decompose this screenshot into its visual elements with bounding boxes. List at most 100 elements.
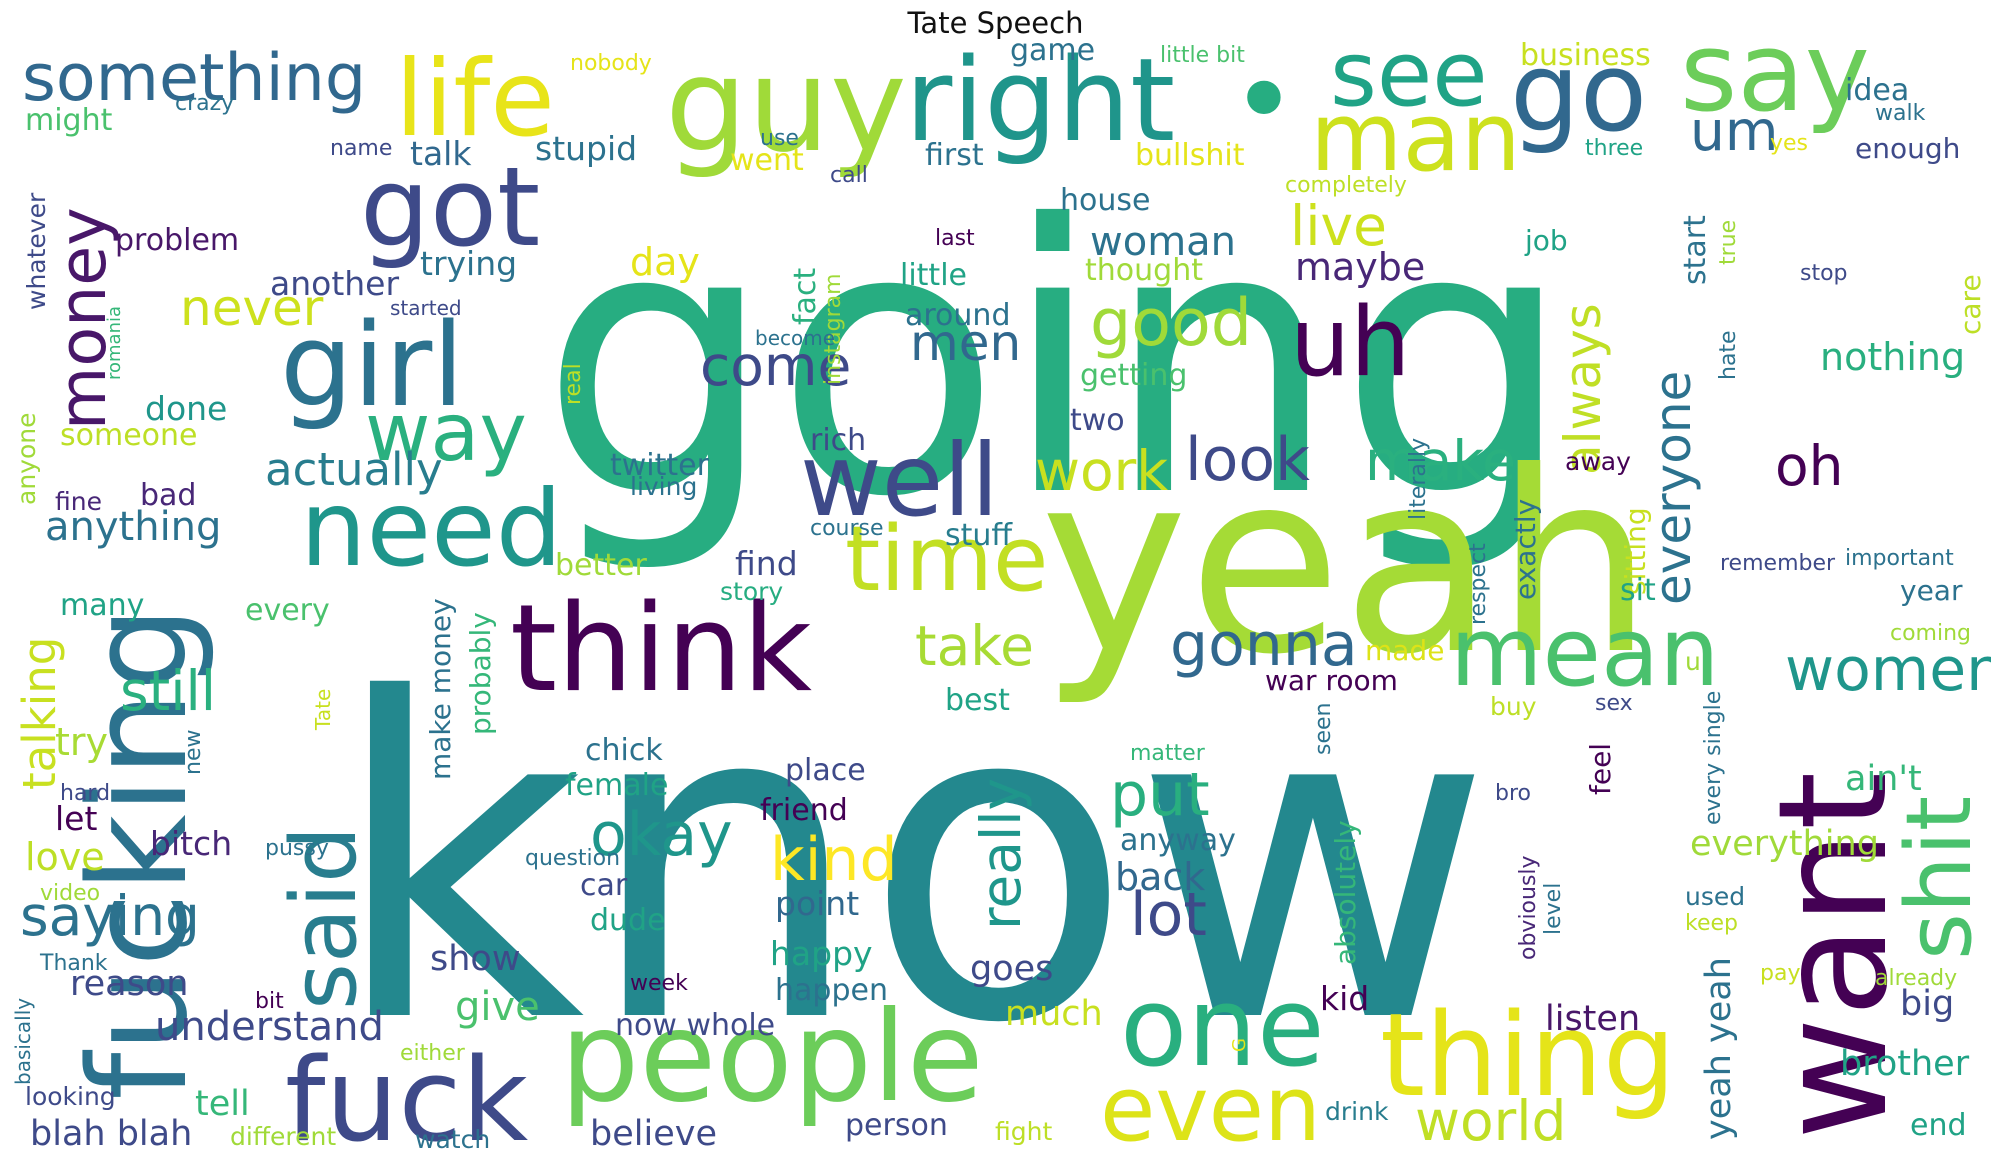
word-gonna: gonna bbox=[1170, 610, 1358, 680]
word-make: make bbox=[1365, 429, 1516, 493]
word-always: always bbox=[1554, 303, 1612, 475]
word-started: started bbox=[390, 296, 462, 320]
word-girl: girl bbox=[280, 299, 464, 433]
word-guy: guy bbox=[665, 29, 907, 181]
word-fine: fine bbox=[55, 487, 102, 516]
word-bro: bro bbox=[1495, 781, 1531, 806]
word-got: got bbox=[360, 143, 540, 271]
word-start: start bbox=[1678, 215, 1713, 285]
word-yeah-yeah: yeah yeah bbox=[1699, 957, 1739, 1140]
word-become: become bbox=[755, 326, 835, 350]
word-thank: Thank bbox=[39, 951, 108, 976]
word-last: last bbox=[935, 226, 975, 251]
word-everything: everything bbox=[1690, 824, 1879, 864]
word-everyone: everyone bbox=[1644, 371, 1702, 605]
word-someone: someone bbox=[60, 418, 198, 453]
word-fact: fact bbox=[788, 268, 823, 325]
word-talk: talk bbox=[410, 134, 472, 173]
word-oh: oh bbox=[1775, 434, 1844, 498]
word-pussy: pussy bbox=[265, 836, 329, 861]
word-twitter: twitter bbox=[610, 448, 710, 483]
word-female: female bbox=[565, 768, 668, 803]
word-week: week bbox=[630, 971, 688, 996]
word-yeah: yeah bbox=[1040, 418, 1653, 709]
word-make-money: make money bbox=[424, 598, 457, 780]
word-story: story bbox=[720, 577, 783, 606]
word-want: want bbox=[1747, 772, 1921, 1140]
word-goes: goes bbox=[970, 949, 1053, 989]
word-tate: Tate bbox=[311, 689, 335, 731]
word-important: important bbox=[1845, 546, 1954, 571]
word-really: really bbox=[969, 778, 1033, 930]
word-better: better bbox=[555, 548, 647, 583]
word-stop: stop bbox=[1800, 261, 1848, 286]
word-idea: idea bbox=[1845, 73, 1909, 108]
word-romania: romania bbox=[104, 306, 125, 380]
word-game: game bbox=[1010, 33, 1095, 68]
word-fight: fight bbox=[995, 1117, 1052, 1146]
word-went: went bbox=[730, 143, 804, 178]
word-already: already bbox=[1875, 966, 1957, 991]
word-war-room: war room bbox=[1265, 664, 1398, 697]
word-dot: • bbox=[1230, 34, 1298, 168]
word-best: best bbox=[945, 683, 1010, 718]
word-matter: matter bbox=[1130, 741, 1206, 766]
word-true: true bbox=[1716, 220, 1741, 265]
word-problem: problem bbox=[115, 223, 239, 258]
word-respect: respect bbox=[1466, 543, 1491, 625]
word-name: name bbox=[330, 136, 392, 161]
word-let: let bbox=[55, 799, 97, 838]
word-shit: shit bbox=[1887, 796, 1991, 960]
word-think: think bbox=[510, 580, 813, 719]
word-live: live bbox=[1290, 194, 1387, 258]
word-understand: understand bbox=[155, 1004, 384, 1050]
word-men: men bbox=[910, 314, 1021, 372]
word-literally: literally bbox=[1406, 438, 1431, 520]
word-care: care bbox=[1954, 274, 1987, 335]
word-car: car bbox=[580, 868, 628, 903]
word-actually: actually bbox=[265, 443, 443, 496]
word-little-bit: little bit bbox=[1160, 43, 1245, 68]
word-level: level bbox=[1541, 883, 1566, 935]
word-first: first bbox=[925, 138, 984, 173]
word-done: done bbox=[145, 389, 227, 428]
word-little: little bbox=[900, 258, 967, 293]
word-g: G bbox=[1229, 1038, 1250, 1052]
word-bad: bad bbox=[140, 478, 196, 513]
word-um: um bbox=[1690, 99, 1778, 163]
word-getting: getting bbox=[1080, 358, 1187, 393]
word-hard: hard bbox=[60, 781, 110, 806]
word-new: new bbox=[181, 730, 206, 775]
word-seen: seen bbox=[1311, 703, 1336, 755]
word-kid: kid bbox=[1320, 979, 1369, 1018]
word-coming: coming bbox=[1890, 621, 1971, 646]
word-believe: believe bbox=[590, 1114, 717, 1154]
word-happen: happen bbox=[775, 973, 888, 1008]
word-work: work bbox=[1035, 439, 1168, 503]
word-much: much bbox=[1005, 994, 1103, 1034]
word-question: question bbox=[525, 846, 620, 871]
word-around: around bbox=[905, 298, 1010, 333]
word-tell: tell bbox=[195, 1084, 250, 1124]
word-anyone: anyone bbox=[12, 413, 41, 505]
word-talking: talking bbox=[13, 637, 66, 790]
word-nothing: nothing bbox=[1820, 335, 1965, 379]
word-away: away bbox=[1565, 447, 1631, 476]
word-come: come bbox=[700, 334, 851, 398]
word-crazy: crazy bbox=[175, 91, 234, 116]
word-time: time bbox=[845, 507, 1048, 612]
word-going: going bbox=[540, 148, 1573, 578]
word-u: u bbox=[1685, 647, 1701, 676]
word-watch: watch bbox=[415, 1125, 490, 1154]
word-see: see bbox=[1330, 22, 1488, 127]
word-different: different bbox=[230, 1122, 336, 1151]
word-end: end bbox=[1910, 1108, 1967, 1143]
word-enough: enough bbox=[1855, 132, 1960, 165]
word-right: right bbox=[905, 34, 1175, 168]
word-fuck: fuck bbox=[285, 1034, 529, 1159]
word-instagram: instagram bbox=[821, 273, 846, 385]
word-friend: friend bbox=[760, 793, 848, 828]
word-well: well bbox=[800, 422, 999, 539]
word-use: use bbox=[760, 126, 799, 151]
